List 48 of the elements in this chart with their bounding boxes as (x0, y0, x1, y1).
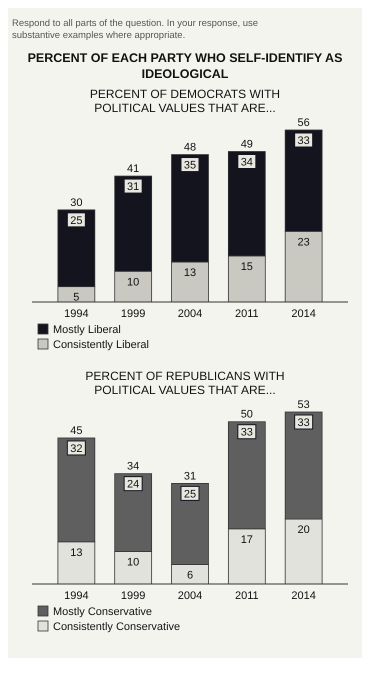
chart-subtitle: PERCENT OF DEMOCRATS WITH POLITICAL VALUES THAT ARE... (90, 87, 280, 115)
total-label: 45 (70, 424, 82, 437)
legend-label: Consistently Liberal (53, 339, 149, 351)
total-label: 41 (127, 163, 140, 176)
data-label: 23 (298, 236, 310, 248)
data-label: 24 (127, 478, 140, 491)
x-tick-label: 2011 (234, 308, 259, 320)
x-tick-label: 1994 (64, 590, 89, 602)
data-label: 17 (240, 534, 253, 546)
data-label: 13 (70, 546, 82, 559)
x-tick-label: 2014 (291, 590, 316, 602)
total-label: 53 (298, 399, 310, 411)
data-label: 5 (73, 292, 80, 304)
x-tick-label: 1994 (64, 308, 89, 320)
data-label: 31 (127, 181, 140, 194)
data-label: 10 (127, 556, 140, 569)
data-label: 6 (186, 570, 194, 582)
data-label: 34 (240, 156, 253, 168)
data-label: 32 (70, 442, 82, 455)
total-label: 48 (184, 142, 196, 154)
data-label: 25 (70, 214, 82, 227)
text: Respond to all parts of the question. In your response, use substantive examples where appropriate. (12, 18, 258, 41)
x-tick-label: 2011 (234, 590, 259, 602)
chart-subtitle: PERCENT OF REPUBLICANS WITH POLITICAL VALUES THAT ARE... (85, 369, 285, 397)
total-label: 34 (127, 460, 140, 473)
x-tick-label: 1999 (120, 590, 146, 602)
data-label: 35 (184, 160, 196, 172)
x-tick-label: 1999 (120, 308, 146, 320)
legend-label: Mostly Conservative (53, 606, 152, 618)
data-label: 15 (240, 260, 253, 273)
total-label: 49 (240, 138, 253, 150)
total-label: 31 (184, 470, 196, 482)
data-label: 25 (184, 488, 196, 500)
x-tick-label: 2004 (178, 308, 202, 320)
data-label: 13 (184, 267, 196, 280)
data-label: 10 (127, 276, 140, 288)
total-label: 30 (70, 196, 82, 209)
x-tick-label: 2004 (178, 590, 202, 602)
total-label: 50 (240, 408, 253, 421)
x-tick-label: 2014 (291, 308, 316, 320)
legend-label: Consistently Conservative (53, 621, 180, 633)
data-label: 33 (298, 417, 310, 429)
total-label: 56 (298, 117, 310, 129)
chart-title: PERCENT OF EACH PARTY WHO SELF-IDENTIFY AS IDEOLOGICAL (28, 51, 342, 81)
data-label: 33 (298, 135, 310, 147)
data-label: 33 (240, 426, 253, 439)
legend-label: Mostly Liberal (53, 324, 121, 336)
data-label: 20 (298, 524, 310, 536)
